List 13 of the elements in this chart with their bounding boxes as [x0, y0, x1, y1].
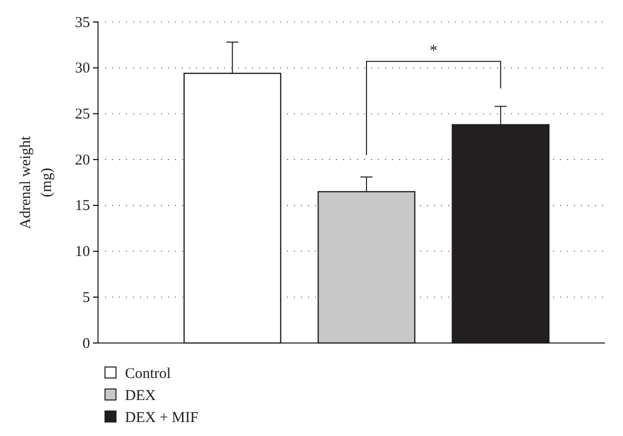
y-tick-label: 10 [75, 244, 90, 260]
legend-label: DEX [125, 388, 156, 404]
y-tick-label: 20 [75, 152, 90, 168]
y-tick-label: 0 [82, 336, 90, 352]
legend-label: Control [125, 366, 171, 382]
legend-label: DEX + MIF [125, 410, 198, 426]
y-tick-label: 25 [75, 106, 90, 123]
y-tick-label: 35 [75, 14, 90, 31]
y-tick-label: 30 [75, 60, 90, 77]
y-tick-label: 5 [82, 290, 90, 306]
y-axis-title: Adrenal weight (mg) [18, 135, 55, 229]
annotation: * [430, 42, 438, 60]
y-tick-label: 15 [75, 198, 90, 214]
